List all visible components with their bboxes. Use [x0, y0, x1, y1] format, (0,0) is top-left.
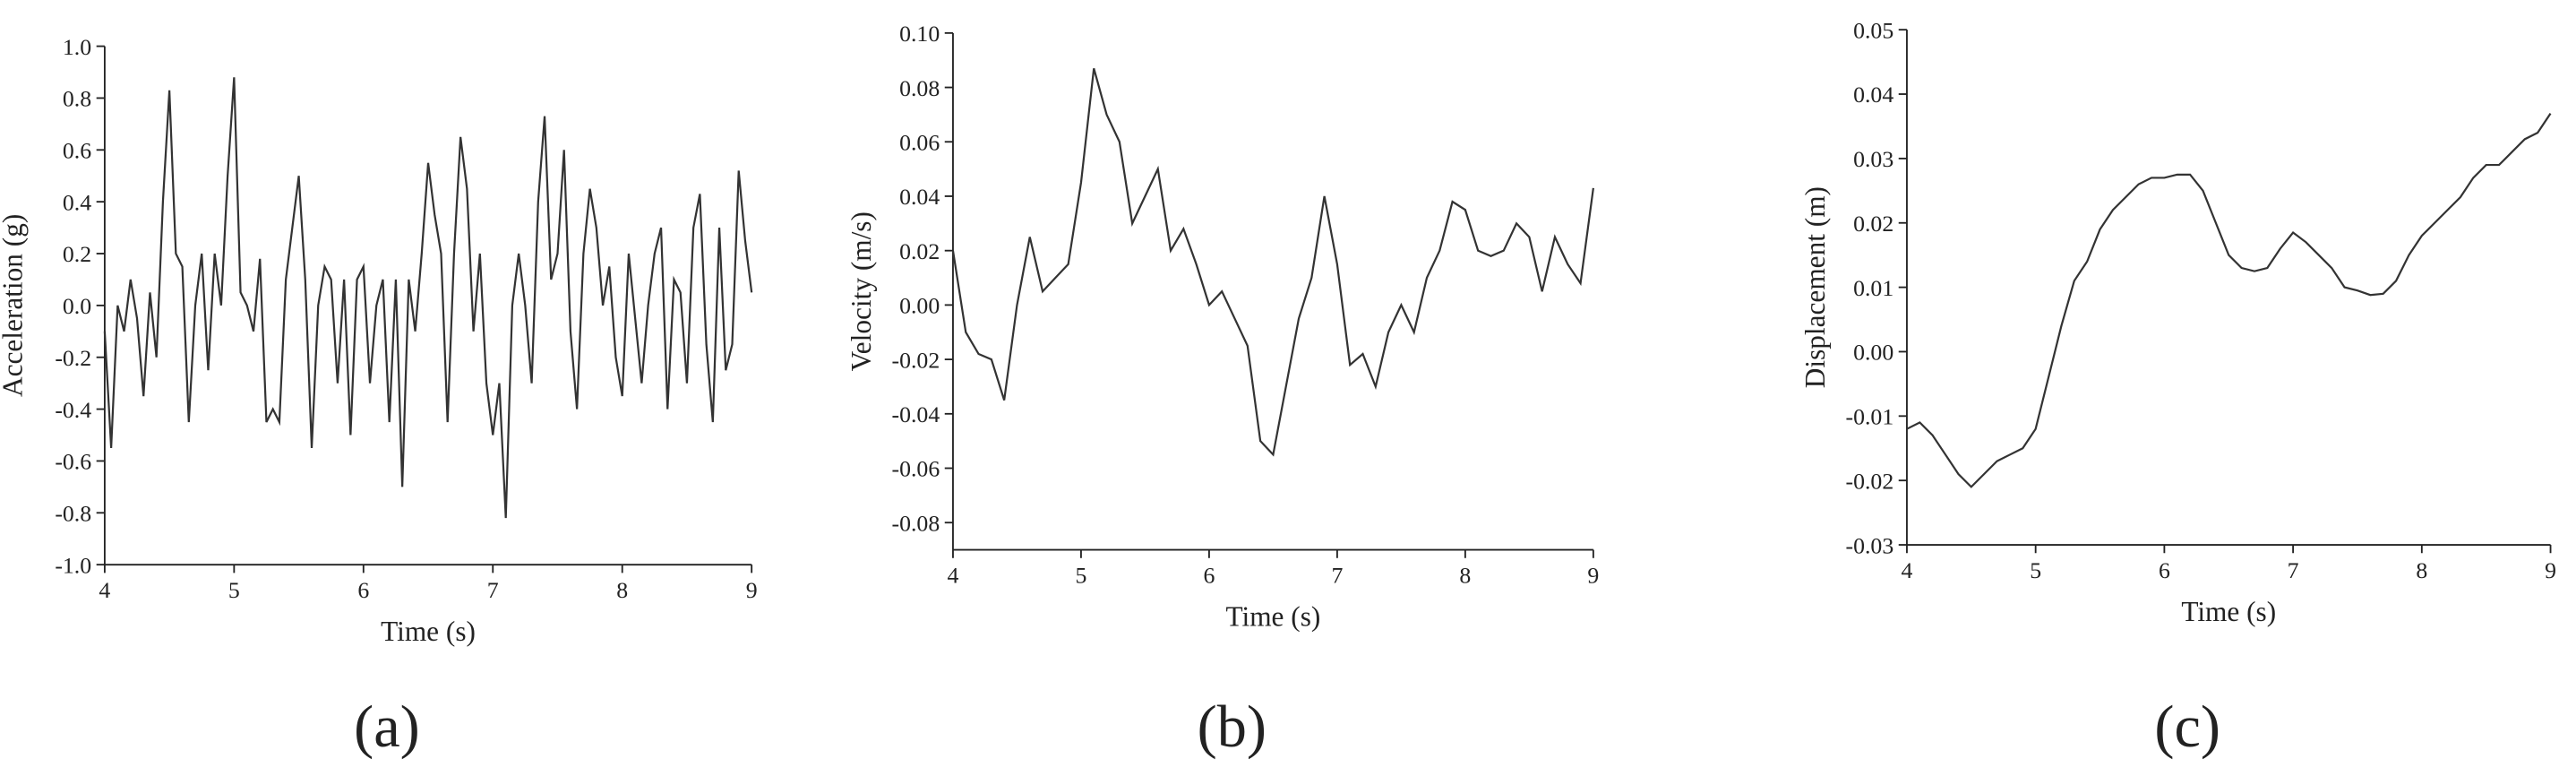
panel-caption: (a): [354, 694, 420, 760]
y-tick-label: -0.08: [892, 510, 940, 536]
x-tick-label: 6: [2159, 557, 2170, 583]
y-tick-label: 0.00: [899, 293, 940, 319]
y-axis-label: Velocity (m/s): [846, 211, 877, 371]
y-tick-label: -0.06: [892, 456, 940, 482]
x-tick-label: 7: [1331, 562, 1343, 588]
x-tick-label: 4: [1902, 557, 1913, 583]
x-tick-label: 4: [948, 562, 959, 588]
x-tick-label: 7: [2288, 557, 2299, 583]
y-tick-label: 0.4: [63, 189, 91, 215]
panel-caption: (c): [2154, 694, 2220, 760]
y-tick-label: 0.08: [899, 75, 940, 101]
x-tick-label: 6: [1203, 562, 1215, 588]
y-tick-label: -0.8: [55, 501, 91, 527]
y-tick-label: 0.05: [1853, 17, 1893, 43]
y-tick-label: 0.0: [63, 293, 91, 319]
y-tick-label: 0.01: [1853, 275, 1893, 301]
y-tick-label: -0.01: [1846, 404, 1894, 430]
x-tick-label: 5: [1075, 562, 1086, 588]
y-tick-label: 0.00: [1853, 340, 1893, 366]
data-line: [951, 68, 1594, 457]
x-tick-label: 8: [616, 577, 628, 603]
y-axis-label: Displacement (m): [1799, 186, 1831, 388]
y-tick-label: -1.0: [55, 552, 91, 578]
data-line: [103, 77, 753, 519]
y-tick-label: -0.2: [55, 345, 91, 371]
x-tick-label: 9: [1587, 562, 1599, 588]
data-line: [1906, 112, 2552, 488]
y-axis-label: Acceleration (g): [0, 214, 29, 397]
y-tick-label: -0.02: [1846, 468, 1894, 494]
x-axis-label: Time (s): [381, 616, 476, 647]
y-tick-label: 0.6: [63, 138, 91, 164]
x-axis-label: Time (s): [1225, 600, 1320, 632]
y-tick-label: -0.02: [892, 347, 940, 373]
x-tick-label: 8: [2416, 557, 2427, 583]
x-tick-label: 5: [228, 577, 240, 603]
y-tick-label: 0.04: [1853, 82, 1893, 108]
y-tick-label: 0.2: [63, 241, 91, 267]
y-tick-label: 0.02: [1853, 211, 1893, 237]
y-tick-label: 0.04: [899, 184, 940, 210]
x-tick-label: 4: [99, 577, 110, 603]
x-tick-label: 9: [746, 577, 758, 603]
y-tick-label: -0.6: [55, 449, 91, 475]
y-tick-label: -0.04: [892, 401, 940, 427]
y-tick-label: -0.03: [1846, 532, 1894, 558]
x-axis-label: Time (s): [2181, 596, 2276, 627]
x-tick-label: 9: [2545, 557, 2556, 583]
y-tick-label: 1.0: [63, 34, 91, 60]
x-tick-label: 8: [1459, 562, 1471, 588]
x-tick-label: 5: [2030, 557, 2041, 583]
y-tick-label: 0.06: [899, 129, 940, 155]
y-tick-label: 0.8: [63, 86, 91, 112]
panel-caption: (b): [1198, 694, 1267, 760]
y-tick-label: 0.03: [1853, 146, 1893, 172]
x-tick-label: 7: [487, 577, 499, 603]
y-tick-label: 0.10: [899, 21, 940, 47]
y-tick-label: -0.4: [55, 397, 91, 423]
x-tick-label: 6: [357, 577, 369, 603]
y-tick-label: 0.02: [899, 238, 940, 264]
